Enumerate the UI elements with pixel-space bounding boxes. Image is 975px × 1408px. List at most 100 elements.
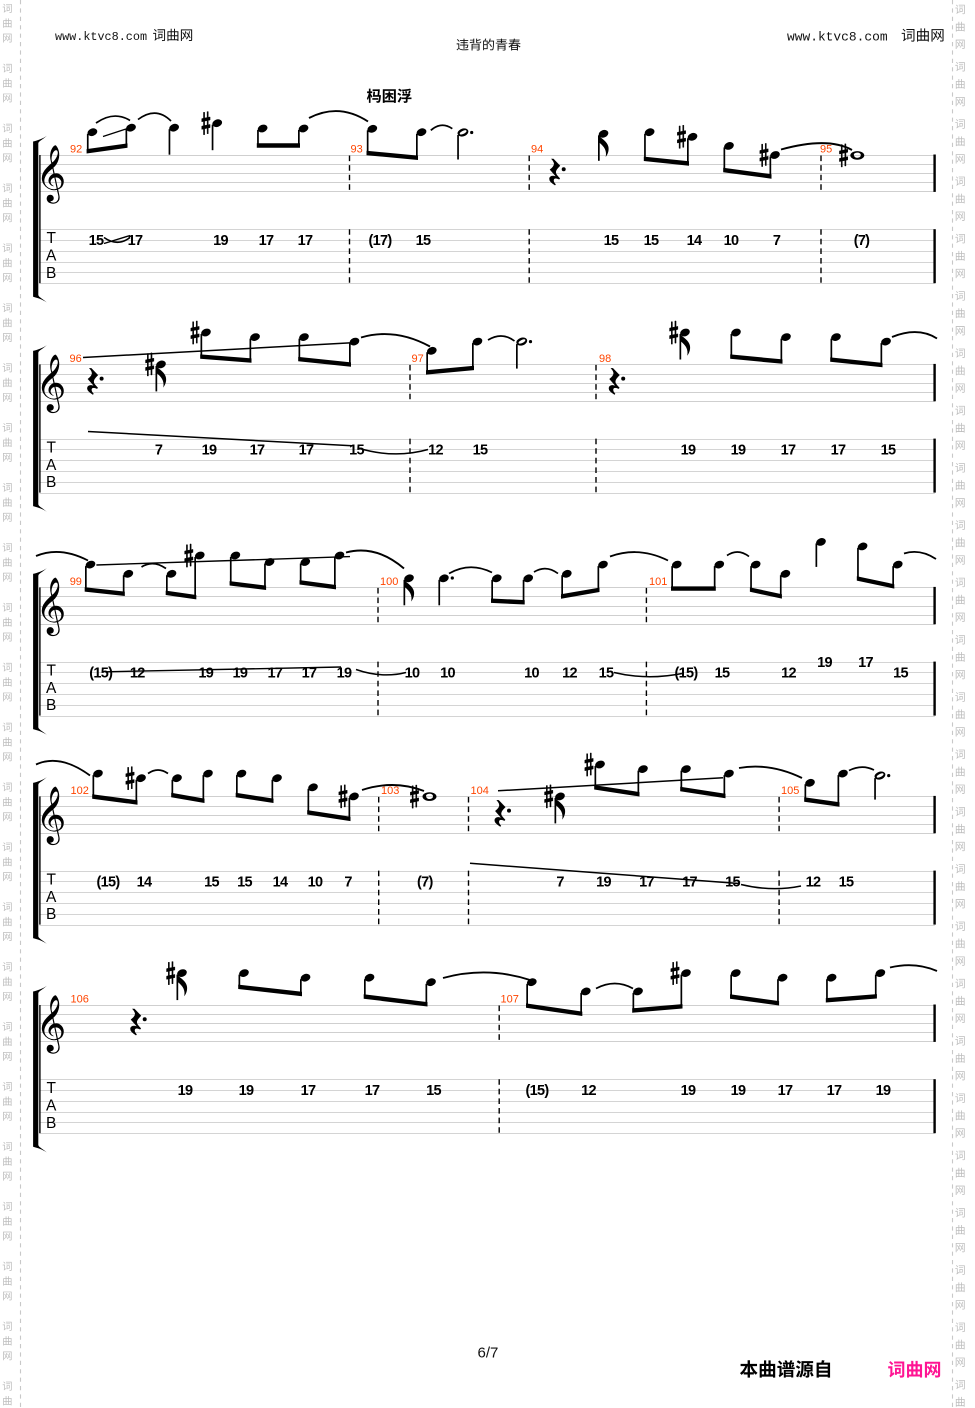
- svg-text:19: 19: [731, 1083, 746, 1099]
- svg-text:14: 14: [137, 875, 152, 891]
- svg-text:17: 17: [250, 443, 265, 459]
- svg-text:(7): (7): [417, 875, 433, 891]
- svg-text:T: T: [46, 1080, 56, 1097]
- svg-text:15: 15: [715, 666, 730, 682]
- svg-text:17: 17: [781, 443, 796, 459]
- svg-text:12: 12: [581, 1083, 596, 1099]
- svg-text:(15): (15): [526, 1083, 550, 1099]
- svg-text:17: 17: [827, 1083, 842, 1099]
- svg-text:15: 15: [237, 875, 252, 891]
- svg-text:17: 17: [858, 655, 873, 671]
- svg-text:17: 17: [778, 1083, 793, 1099]
- svg-text:19: 19: [198, 666, 213, 682]
- svg-text:19: 19: [731, 443, 746, 459]
- svg-text:15: 15: [473, 443, 488, 459]
- svg-text:19: 19: [337, 666, 352, 682]
- svg-text:17: 17: [639, 875, 654, 891]
- svg-text:12: 12: [130, 666, 145, 682]
- svg-text:17: 17: [301, 1083, 316, 1099]
- svg-text:93: 93: [351, 144, 363, 156]
- svg-text:10: 10: [308, 875, 323, 891]
- svg-text:97: 97: [412, 353, 424, 365]
- svg-text:96: 96: [70, 353, 82, 365]
- svg-text:12: 12: [562, 666, 577, 682]
- svg-text:102: 102: [71, 785, 89, 797]
- svg-text:19: 19: [681, 443, 696, 459]
- svg-text:15: 15: [416, 233, 431, 249]
- svg-text:19: 19: [202, 443, 217, 459]
- svg-text:19: 19: [213, 233, 228, 249]
- svg-text:100: 100: [380, 576, 398, 588]
- svg-text:15: 15: [599, 666, 614, 682]
- svg-text:17: 17: [268, 666, 283, 682]
- svg-text:15: 15: [204, 875, 219, 891]
- svg-text:A: A: [46, 457, 57, 474]
- svg-text:17: 17: [128, 233, 143, 249]
- svg-text:19: 19: [596, 875, 611, 891]
- svg-text:19: 19: [233, 666, 248, 682]
- svg-text:17: 17: [298, 233, 313, 249]
- svg-text:(15): (15): [675, 666, 699, 682]
- svg-text:10: 10: [724, 233, 739, 249]
- svg-text:15: 15: [89, 233, 104, 249]
- svg-text:19: 19: [876, 1083, 891, 1099]
- svg-text:T: T: [46, 872, 56, 889]
- svg-text:17: 17: [365, 1083, 380, 1099]
- svg-text:T: T: [46, 230, 56, 247]
- svg-text:12: 12: [428, 443, 443, 459]
- svg-text:A: A: [46, 248, 57, 265]
- svg-text:15: 15: [725, 875, 740, 891]
- svg-text:12: 12: [781, 666, 796, 682]
- svg-text:15: 15: [644, 233, 659, 249]
- svg-text:95: 95: [820, 144, 832, 156]
- svg-text:(15): (15): [89, 666, 113, 682]
- svg-text:17: 17: [259, 233, 274, 249]
- svg-text:15: 15: [604, 233, 619, 249]
- svg-text:(7): (7): [854, 233, 870, 249]
- svg-text:7: 7: [556, 875, 564, 891]
- svg-text:12: 12: [806, 875, 821, 891]
- svg-text:7: 7: [773, 233, 781, 249]
- svg-text:7: 7: [344, 875, 352, 891]
- svg-text:A: A: [46, 889, 57, 906]
- svg-text:B: B: [46, 906, 56, 923]
- svg-text:15: 15: [893, 666, 908, 682]
- svg-text:15: 15: [426, 1083, 441, 1099]
- svg-text:19: 19: [178, 1083, 193, 1099]
- svg-text:104: 104: [471, 785, 489, 797]
- svg-text:98: 98: [599, 353, 611, 365]
- svg-text:17: 17: [682, 875, 697, 891]
- svg-text:92: 92: [70, 144, 82, 156]
- svg-text:6/7: 6/7: [478, 1345, 499, 1362]
- svg-text:17: 17: [299, 443, 314, 459]
- svg-text:A: A: [46, 680, 57, 697]
- svg-text:(17): (17): [369, 233, 393, 249]
- svg-text:94: 94: [531, 144, 543, 156]
- svg-text:105: 105: [781, 785, 799, 797]
- svg-text:15: 15: [349, 443, 364, 459]
- svg-text:19: 19: [681, 1083, 696, 1099]
- svg-text:(15): (15): [97, 875, 121, 891]
- svg-text:A: A: [46, 1098, 57, 1115]
- svg-text:B: B: [46, 697, 56, 714]
- svg-text:19: 19: [817, 655, 832, 671]
- svg-text:17: 17: [302, 666, 317, 682]
- svg-text:99: 99: [70, 576, 82, 588]
- svg-text:www.ktvc8.com: www.ktvc8.com: [55, 30, 147, 44]
- svg-text:10: 10: [405, 666, 420, 682]
- svg-text:19: 19: [239, 1083, 254, 1099]
- svg-text:10: 10: [440, 666, 455, 682]
- svg-text:15: 15: [881, 443, 896, 459]
- svg-text:T: T: [46, 440, 56, 457]
- svg-text:B: B: [46, 474, 56, 491]
- svg-text:7: 7: [155, 443, 163, 459]
- svg-text:101: 101: [649, 576, 667, 588]
- svg-text:103: 103: [381, 785, 399, 797]
- svg-text:www.ktvc8.com: www.ktvc8.com: [787, 30, 888, 45]
- svg-text:10: 10: [524, 666, 539, 682]
- svg-text:T: T: [46, 663, 56, 680]
- svg-text:106: 106: [71, 994, 89, 1006]
- svg-text:14: 14: [687, 233, 702, 249]
- svg-text:B: B: [46, 265, 56, 282]
- svg-text:14: 14: [273, 875, 288, 891]
